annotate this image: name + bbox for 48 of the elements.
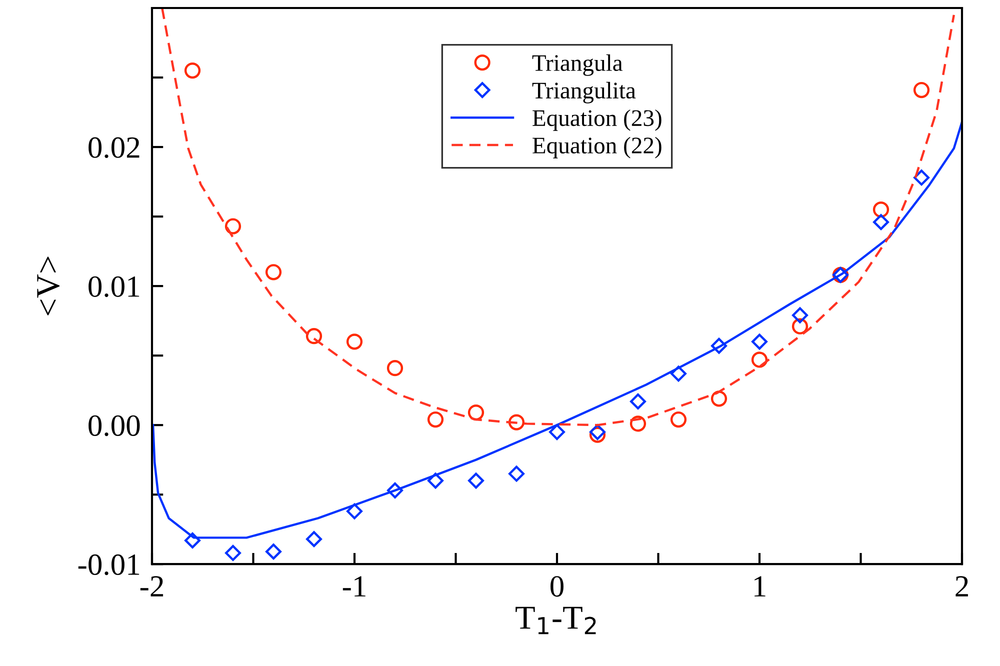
point xyxy=(670,411,687,428)
point xyxy=(224,218,242,234)
x-axis-title: T$_{1}$-T$_{2}$ xyxy=(516,606,596,634)
point xyxy=(751,352,768,368)
point xyxy=(225,544,241,561)
point xyxy=(386,360,404,376)
x-tick-label: 1 xyxy=(754,576,766,596)
point xyxy=(792,318,808,334)
point xyxy=(184,532,200,548)
point xyxy=(508,466,524,482)
point xyxy=(873,214,889,230)
point xyxy=(913,82,930,98)
point xyxy=(792,307,808,324)
point xyxy=(427,411,444,428)
y-axis-title: <V> xyxy=(37,256,60,316)
x-tick-label: 0 xyxy=(550,576,564,597)
point xyxy=(508,414,525,430)
point xyxy=(306,531,322,548)
y-tick-label: 0.00 xyxy=(88,415,140,436)
point xyxy=(630,416,646,432)
legend-label: Equation (23) xyxy=(532,109,662,131)
point xyxy=(710,390,728,407)
point xyxy=(670,366,686,382)
point xyxy=(266,544,282,560)
y-tick-label: -0.01 xyxy=(78,554,140,576)
point xyxy=(468,472,484,489)
x-tick-label: 2 xyxy=(956,576,968,596)
point xyxy=(468,404,484,421)
point xyxy=(306,328,322,344)
point xyxy=(752,334,768,350)
point xyxy=(428,472,444,489)
legend-label: Triangulita xyxy=(532,82,636,104)
point xyxy=(265,264,282,280)
point xyxy=(630,393,646,410)
legend-label: Equation (22) xyxy=(532,136,662,158)
point xyxy=(872,202,890,218)
point xyxy=(184,62,201,79)
x-tick-label: -1 xyxy=(342,576,366,596)
y-tick-label: 0.02 xyxy=(88,137,140,158)
x-tick-label: -2 xyxy=(140,576,164,596)
point xyxy=(711,338,727,354)
legend-label: Triangula xyxy=(532,54,623,76)
point xyxy=(346,334,363,350)
y-tick-label: 0.01 xyxy=(88,276,140,298)
point xyxy=(549,424,565,440)
point xyxy=(346,503,362,520)
point xyxy=(914,170,930,186)
point xyxy=(387,482,403,498)
